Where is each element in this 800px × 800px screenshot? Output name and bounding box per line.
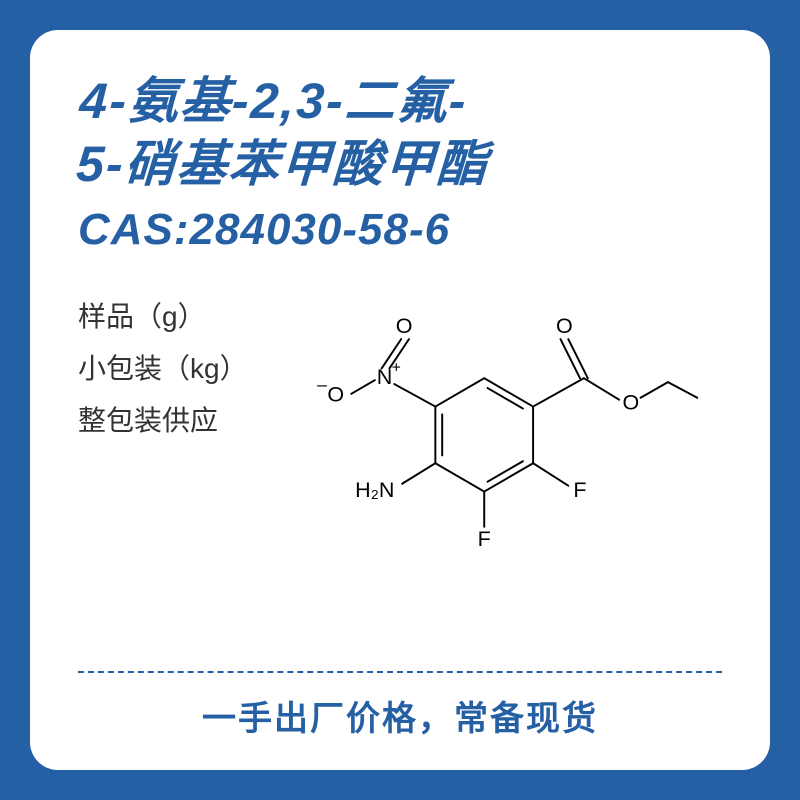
- svg-text:O: O: [396, 314, 413, 338]
- svg-text:F: F: [477, 527, 490, 551]
- pkg-sample: 样品（g）: [78, 295, 248, 335]
- product-card: 4-氨基-2,3-二氟- 5-硝基苯甲酸甲酯 CAS:284030-58-6 样…: [30, 30, 770, 770]
- svg-text:–: –: [317, 375, 327, 395]
- pkg-bulk: 整包装供应: [78, 399, 248, 439]
- svg-text:N: N: [377, 365, 393, 389]
- svg-text:+: +: [391, 360, 400, 377]
- title-line-2: 5-硝基苯甲酸甲酯: [75, 136, 490, 192]
- svg-text:O: O: [622, 390, 639, 414]
- chemical-structure: N+OO–H₂NFFOO: [266, 285, 722, 575]
- footer-highlight: 一手出厂价格，常备现货: [196, 691, 604, 740]
- footer: 一手出厂价格，常备现货: [78, 691, 722, 740]
- pkg-small: 小包装（kg）: [78, 347, 248, 387]
- svg-text:F: F: [573, 478, 586, 502]
- packaging-list: 样品（g） 小包装（kg） 整包装供应: [78, 295, 248, 439]
- svg-text:H₂N: H₂N: [355, 478, 394, 502]
- outer-frame: 4-氨基-2,3-二氟- 5-硝基苯甲酸甲酯 CAS:284030-58-6 样…: [0, 0, 800, 800]
- mid-row: 样品（g） 小包装（kg） 整包装供应 N+OO–H₂NFFOO: [78, 285, 722, 659]
- dashed-divider: [78, 671, 722, 673]
- svg-text:O: O: [556, 314, 573, 338]
- structure-svg: N+OO–H₂NFFOO: [279, 285, 709, 575]
- svg-text:O: O: [327, 382, 344, 406]
- title-line-1: 4-氨基-2,3-二氟-: [78, 73, 469, 129]
- product-title: 4-氨基-2,3-二氟- 5-硝基苯甲酸甲酯: [75, 70, 726, 195]
- cas-number: CAS:284030-58-6: [78, 205, 722, 255]
